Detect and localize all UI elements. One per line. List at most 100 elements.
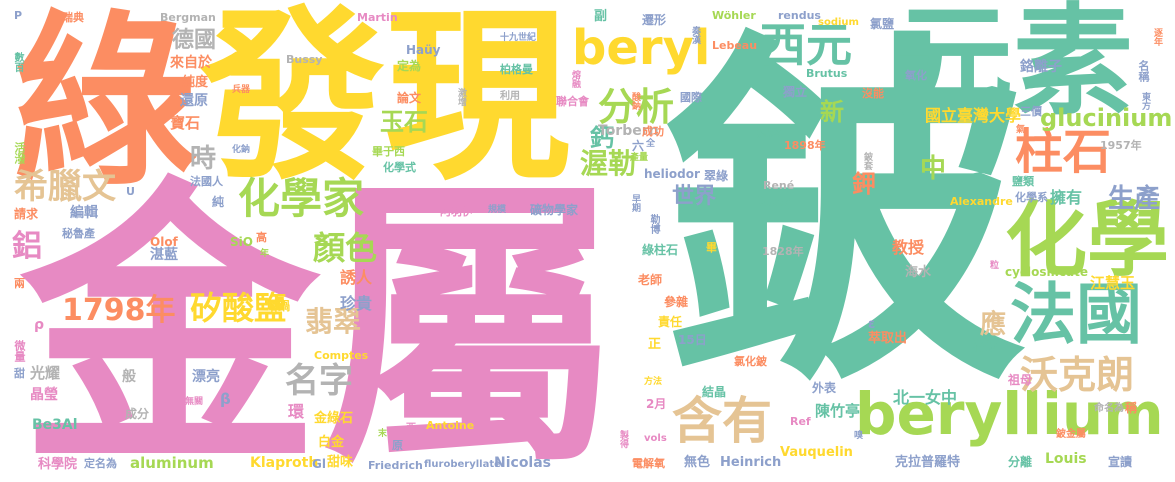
word-cloud-word: 化學式 bbox=[383, 161, 416, 174]
word-cloud-word: Heinrich bbox=[720, 455, 782, 470]
word-cloud-word: 三價 bbox=[1020, 105, 1042, 118]
word-cloud-word: 渥勒 bbox=[580, 147, 637, 180]
word-cloud-word: Martin bbox=[357, 11, 398, 24]
word-cloud-word: 矽酸鹽 bbox=[190, 289, 287, 327]
word-cloud-word: 源於 bbox=[756, 125, 783, 140]
word-cloud-word: 還原 bbox=[180, 93, 208, 109]
word-cloud-word: 兩 bbox=[14, 277, 25, 290]
word-cloud-word: 克拉普羅特 bbox=[895, 455, 961, 470]
word-cloud-word: 1798年 bbox=[62, 293, 176, 328]
word-cloud-word: 祖母 bbox=[1008, 373, 1033, 387]
word-cloud-word: 含有 bbox=[672, 392, 772, 450]
word-cloud-word: 鉻離子 bbox=[1020, 59, 1062, 75]
word-cloud-word: 坩鍋 bbox=[266, 299, 291, 313]
word-cloud-word: 光耀 bbox=[30, 364, 61, 382]
word-cloud-word: 新 bbox=[820, 98, 844, 126]
word-cloud-word: 時 bbox=[190, 144, 217, 174]
word-cloud-word: 成分 bbox=[125, 407, 150, 421]
word-cloud-word: 原 bbox=[392, 439, 403, 452]
word-cloud-word: Bussy bbox=[286, 53, 323, 66]
word-cloud-word: heliodor bbox=[644, 167, 700, 181]
word-cloud-word: ε bbox=[868, 317, 876, 332]
word-cloud-word: fluroberyllate bbox=[424, 459, 501, 470]
word-cloud-word: 熔融 bbox=[570, 70, 580, 88]
word-cloud-word: 無關 bbox=[185, 397, 204, 407]
word-cloud-word: 符號 bbox=[973, 339, 998, 353]
word-cloud-word: 名字 bbox=[285, 361, 353, 401]
word-cloud-word: 分析 bbox=[598, 85, 675, 129]
word-cloud-word: 逐年 bbox=[1152, 28, 1162, 46]
word-cloud-word: 化學系 bbox=[1015, 191, 1048, 204]
word-cloud-word: 晶瑩 bbox=[30, 387, 58, 403]
word-cloud-word: 定為 bbox=[397, 59, 422, 73]
word-cloud-word: rendus bbox=[778, 9, 821, 22]
word-cloud-word: 西 bbox=[406, 423, 416, 434]
word-cloud-word: Louis bbox=[1045, 451, 1087, 467]
word-cloud-word: 中 bbox=[920, 154, 947, 184]
word-cloud-word: 鈹套 bbox=[862, 152, 872, 170]
word-cloud-word: 責任 bbox=[658, 315, 683, 329]
word-cloud-word: 畢于西 bbox=[372, 145, 405, 158]
word-cloud-word: 誘人 bbox=[340, 268, 373, 287]
word-cloud-word: 鈹 bbox=[662, 5, 1027, 430]
word-cloud-word: 法國 bbox=[1010, 276, 1142, 353]
word-cloud-word: Bergman bbox=[160, 11, 216, 24]
word-cloud-word: 元素 bbox=[893, 0, 1133, 132]
word-cloud-word: 白金 bbox=[318, 435, 345, 450]
word-cloud-word: René bbox=[763, 179, 795, 192]
word-cloud-word: 鉀 bbox=[852, 170, 876, 198]
word-cloud-word: aluminum bbox=[130, 454, 214, 472]
word-cloud-word: 宣讀 bbox=[1108, 455, 1133, 469]
word-cloud-word: 15日 bbox=[678, 333, 707, 347]
word-cloud-word: 產量 bbox=[630, 153, 649, 163]
word-cloud-word: Vauquelin bbox=[780, 445, 853, 460]
word-cloud-word: 編輯 bbox=[70, 205, 98, 221]
word-cloud-word: 獨立 bbox=[783, 85, 808, 99]
word-cloud-word: 萃取出 bbox=[868, 331, 908, 346]
word-cloud-word: 柏格曼 bbox=[500, 63, 533, 76]
word-cloud-word: 寶石 bbox=[170, 114, 201, 132]
word-cloud-word: 氯化鈹 bbox=[734, 355, 767, 368]
word-cloud-word: 阿羽伊 bbox=[440, 205, 473, 218]
word-cloud-word: 早期 bbox=[630, 194, 640, 212]
word-cloud-word: 請求 bbox=[14, 207, 39, 221]
word-cloud-word: 電解氧 bbox=[632, 457, 665, 470]
word-cloud-word: 國際 bbox=[680, 91, 702, 104]
word-cloud-word: glucinium bbox=[1040, 104, 1173, 132]
word-cloud-word: 成功 bbox=[642, 125, 664, 138]
word-cloud-word: 國立臺灣大學 bbox=[925, 106, 1022, 125]
word-cloud-word: 利用 bbox=[500, 91, 520, 102]
word-cloud-word: Comptes bbox=[314, 349, 369, 362]
word-cloud-word: 全 bbox=[646, 139, 656, 149]
word-cloud-word: 畢 bbox=[706, 241, 717, 254]
word-cloud-word: 製得 bbox=[618, 430, 628, 448]
word-cloud-word: 秘魯產 bbox=[62, 227, 95, 240]
word-cloud-word: P bbox=[14, 9, 23, 22]
word-cloud-word: 化學家 bbox=[238, 174, 365, 223]
word-cloud-word: 瑞典 bbox=[62, 11, 84, 24]
word-cloud-word: 1957年 bbox=[1100, 139, 1142, 152]
word-cloud-word: 數百 bbox=[12, 52, 23, 72]
word-cloud-word: 翠綠 bbox=[704, 169, 729, 183]
word-cloud-word: 漂亮 bbox=[192, 369, 220, 385]
word-cloud-word: 1828年 bbox=[762, 245, 804, 258]
word-cloud-word: 2月 bbox=[646, 397, 667, 411]
word-cloud-word: Friedrich bbox=[368, 459, 423, 472]
word-cloud-word: λλος bbox=[758, 195, 792, 210]
word-cloud-word: 玉石 bbox=[380, 108, 428, 136]
word-cloud-word: 金綠石 bbox=[314, 411, 354, 426]
word-cloud-word: 化學 bbox=[1005, 193, 1170, 288]
word-cloud-word: 命名為 bbox=[1094, 403, 1124, 414]
word-cloud-word: 外表 bbox=[812, 381, 837, 395]
word-cloud-word: 科學院 bbox=[38, 457, 78, 472]
word-cloud-word: Nicolas bbox=[494, 455, 552, 471]
word-cloud-word: ρ bbox=[34, 317, 45, 333]
word-cloud-word: 海水 bbox=[905, 265, 932, 280]
word-cloud-word: 珍貴 bbox=[340, 294, 373, 313]
word-cloud-word: 生產 bbox=[1108, 184, 1161, 214]
word-cloud-word: 礦物學家 bbox=[530, 203, 579, 217]
word-cloud-word: 顏色 bbox=[313, 229, 378, 267]
word-cloud-word: 鹽類 bbox=[1012, 175, 1034, 188]
word-cloud-word: Torbern bbox=[598, 123, 659, 139]
